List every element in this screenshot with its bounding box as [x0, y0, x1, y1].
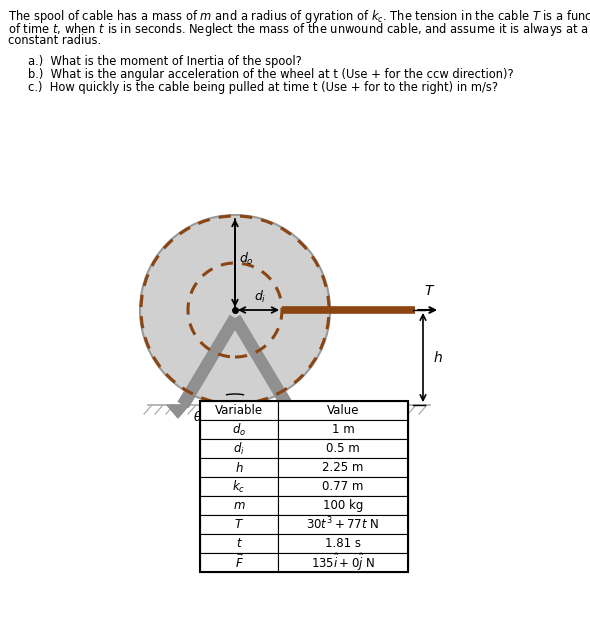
Text: The spool of cable has a mass of $m$ and a radius of gyration of $k_c$. The tens: The spool of cable has a mass of $m$ and… [8, 8, 590, 25]
FancyBboxPatch shape [200, 401, 278, 420]
Text: 1 m: 1 m [332, 423, 355, 436]
FancyBboxPatch shape [200, 439, 278, 458]
FancyBboxPatch shape [278, 515, 408, 534]
FancyBboxPatch shape [278, 496, 408, 515]
Text: $d_o$: $d_o$ [239, 251, 254, 266]
FancyBboxPatch shape [278, 420, 408, 439]
Text: of time $t$, when $t$ is in seconds. Neglect the mass of the unwound cable, and : of time $t$, when $t$ is in seconds. Neg… [8, 21, 589, 38]
Text: $30t^3 + 77t$ N: $30t^3 + 77t$ N [306, 516, 379, 532]
Text: a.)  What is the moment of Inertia of the spool?: a.) What is the moment of Inertia of the… [28, 55, 301, 68]
Text: $T$: $T$ [234, 518, 244, 531]
Text: 2.25 m: 2.25 m [322, 461, 363, 474]
FancyBboxPatch shape [278, 553, 408, 572]
Text: $d_o$: $d_o$ [232, 421, 246, 437]
Circle shape [140, 215, 330, 405]
Text: $135\hat{i} + 0\hat{j}$ N: $135\hat{i} + 0\hat{j}$ N [311, 551, 375, 574]
Text: 0.77 m: 0.77 m [322, 480, 363, 493]
Text: 1.81 s: 1.81 s [325, 537, 361, 550]
Text: $\vec{F}$: $\vec{F}$ [235, 554, 244, 571]
FancyBboxPatch shape [200, 477, 278, 496]
FancyBboxPatch shape [278, 477, 408, 496]
Text: 0.5 m: 0.5 m [326, 442, 360, 455]
Text: Value: Value [327, 404, 359, 417]
Polygon shape [281, 405, 303, 418]
FancyBboxPatch shape [200, 458, 278, 477]
Text: $k_c$: $k_c$ [232, 479, 245, 494]
FancyBboxPatch shape [200, 534, 278, 553]
FancyBboxPatch shape [200, 515, 278, 534]
Text: c.)  How quickly is the cable being pulled at time t (Use + for to the right) in: c.) How quickly is the cable being pulle… [28, 81, 498, 94]
FancyBboxPatch shape [278, 458, 408, 477]
Text: $m$: $m$ [232, 499, 245, 512]
Text: Variable: Variable [215, 404, 263, 417]
FancyBboxPatch shape [200, 496, 278, 515]
FancyBboxPatch shape [200, 553, 278, 572]
FancyBboxPatch shape [278, 401, 408, 420]
Polygon shape [167, 405, 189, 418]
Text: $h$: $h$ [235, 461, 243, 474]
Text: $\theta = 60°$: $\theta = 60°$ [193, 410, 239, 424]
Text: b.)  What is the angular acceleration of the wheel at t (Use + for the ccw direc: b.) What is the angular acceleration of … [28, 68, 514, 81]
Text: $t$: $t$ [235, 537, 242, 550]
Text: constant radius.: constant radius. [8, 34, 101, 47]
Text: $d_i$: $d_i$ [233, 441, 245, 456]
FancyBboxPatch shape [278, 534, 408, 553]
FancyBboxPatch shape [200, 420, 278, 439]
FancyBboxPatch shape [278, 439, 408, 458]
Text: $T$: $T$ [424, 284, 435, 298]
Text: $d_i$: $d_i$ [254, 289, 267, 305]
Text: 100 kg: 100 kg [323, 499, 363, 512]
Text: $h$: $h$ [433, 350, 443, 365]
